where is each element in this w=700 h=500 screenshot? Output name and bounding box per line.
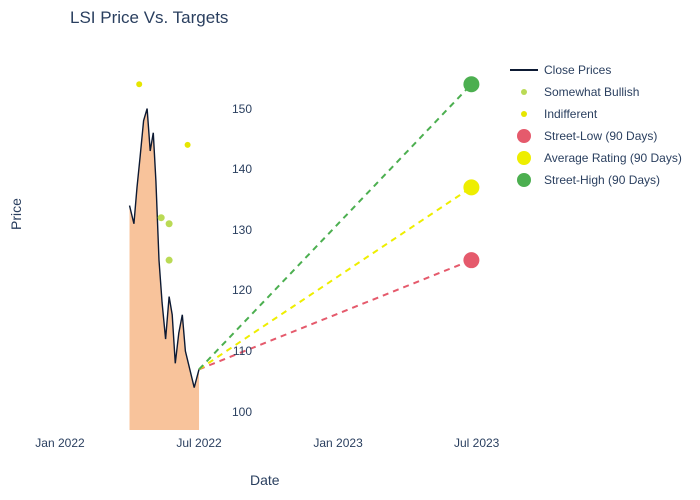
- y-tick-label: 120: [212, 283, 252, 297]
- legend-label: Indifferent: [544, 107, 597, 121]
- legend-swatch: [510, 173, 538, 187]
- legend-swatch: [510, 151, 538, 165]
- chart-title: LSI Price Vs. Targets: [70, 8, 228, 28]
- legend-swatch: [510, 107, 538, 121]
- legend-swatch: [510, 129, 538, 143]
- legend-label: Street-High (90 Days): [544, 173, 660, 187]
- y-axis-label: Price: [8, 198, 24, 230]
- y-tick-label: 100: [212, 405, 252, 419]
- y-tick-label: 110: [212, 344, 252, 358]
- y-tick-label: 140: [212, 162, 252, 176]
- y-tick-label: 130: [212, 223, 252, 237]
- y-tick-label: 150: [212, 102, 252, 116]
- legend-label: Somewhat Bullish: [544, 85, 639, 99]
- x-tick-label: Jan 2022: [20, 436, 100, 450]
- legend-label: Average Rating (90 Days): [544, 151, 682, 165]
- legend-label: Close Prices: [544, 63, 611, 77]
- legend-item-sb[interactable]: Somewhat Bullish: [510, 82, 682, 102]
- legend-swatch: [510, 85, 538, 99]
- plot-area: [60, 60, 500, 430]
- x-tick-label: Jul 2022: [159, 436, 239, 450]
- legend-item-close[interactable]: Close Prices: [510, 60, 682, 80]
- chart-container: LSI Price Vs. Targets Price 100 110 120 130…: [0, 0, 700, 500]
- x-tick-label: Jul 2023: [437, 436, 517, 450]
- legend-item-ind[interactable]: Indifferent: [510, 104, 682, 124]
- x-tick-label: Jan 2023: [298, 436, 378, 450]
- legend-label: Street-Low (90 Days): [544, 129, 657, 143]
- legend-swatch: [510, 63, 538, 77]
- legend-item-high[interactable]: Street-High (90 Days): [510, 170, 682, 190]
- legend: Close Prices Somewhat Bullish Indifferent S…: [510, 60, 682, 192]
- legend-item-low[interactable]: Street-Low (90 Days): [510, 126, 682, 146]
- x-axis-label: Date: [250, 472, 280, 488]
- legend-item-avg[interactable]: Average Rating (90 Days): [510, 148, 682, 168]
